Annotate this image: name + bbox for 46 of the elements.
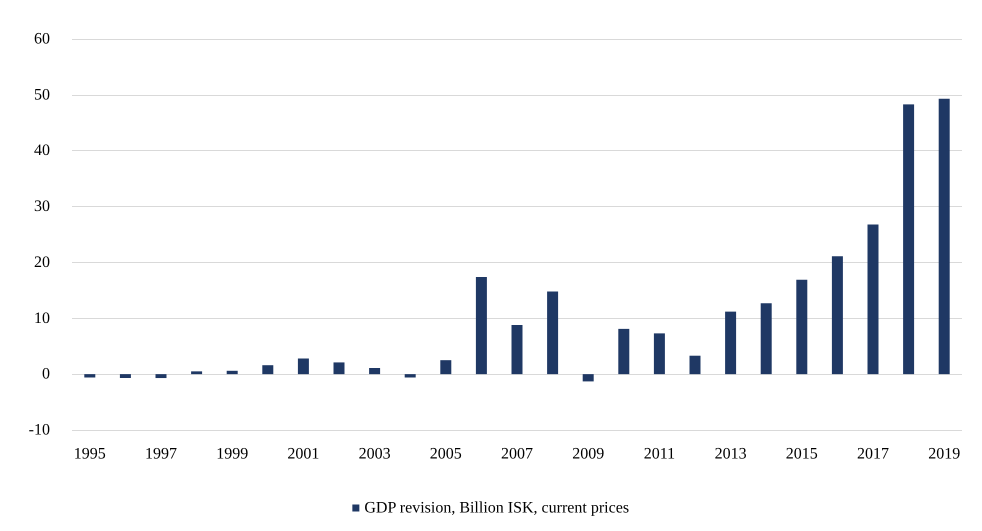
y-tick-label: 30 — [34, 198, 50, 216]
bar — [226, 370, 238, 374]
x-tick-label: 2001 — [287, 446, 320, 462]
y-tick-label: 0 — [42, 366, 50, 383]
y-tick-label: 40 — [34, 142, 50, 160]
bar — [760, 303, 772, 374]
y-tick-label: 60 — [34, 30, 50, 48]
y-tick-label: -10 — [28, 422, 50, 438]
x-tick-label: 1997 — [145, 446, 177, 462]
x-tick-label: 2007 — [501, 446, 533, 462]
x-tick-label: 2013 — [714, 446, 747, 462]
x-tick-label: 2009 — [572, 446, 604, 462]
bar — [903, 104, 914, 374]
bar — [120, 374, 131, 378]
bar — [618, 328, 630, 374]
bar — [334, 362, 344, 374]
bar — [690, 356, 700, 374]
bar — [512, 324, 522, 374]
bar — [440, 360, 452, 374]
x-tick-label: 2003 — [358, 446, 391, 462]
bar — [725, 312, 736, 374]
y-tick-label: 20 — [34, 254, 50, 271]
bar — [582, 374, 594, 382]
bar — [796, 280, 808, 374]
bar — [156, 374, 166, 378]
bar — [832, 256, 843, 374]
x-tick-label: 1999 — [216, 446, 248, 462]
y-tick-label: 50 — [34, 86, 50, 104]
y-tick-label: 10 — [34, 310, 50, 327]
bar — [262, 365, 274, 374]
bar — [298, 358, 309, 374]
bar — [369, 368, 380, 374]
bar — [84, 374, 96, 378]
x-tick-label: 2005 — [430, 446, 462, 462]
bar — [476, 276, 487, 374]
x-tick-label: 2011 — [644, 446, 676, 462]
x-tick-label: 2017 — [857, 446, 889, 462]
bar — [654, 333, 665, 374]
legend-label: GDP revision, Billion ISK, current prices — [364, 500, 630, 516]
x-tick-label: 2015 — [786, 446, 818, 462]
bar — [404, 374, 416, 378]
x-tick-label: 2019 — [928, 446, 960, 462]
bar — [868, 224, 878, 374]
bar — [938, 98, 950, 374]
x-tick-label: 1995 — [74, 446, 106, 462]
bar — [547, 291, 558, 374]
